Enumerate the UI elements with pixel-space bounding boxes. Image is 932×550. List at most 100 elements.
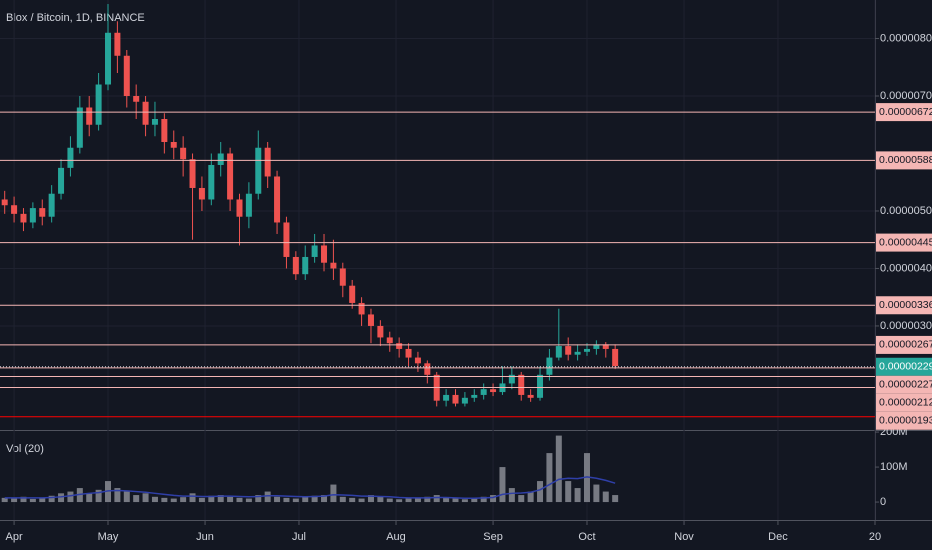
candle-body (490, 389, 497, 393)
volume-bar (574, 488, 581, 503)
candle-body (142, 101, 149, 125)
price-label-bg (876, 296, 932, 315)
volume-bar (490, 495, 497, 503)
candle-body (565, 346, 572, 355)
price-label: 0.00000193 (879, 415, 932, 427)
volume-bar (48, 495, 55, 503)
candle-body (443, 394, 450, 401)
volume-bar (518, 495, 525, 503)
volume-bar (527, 491, 534, 503)
candle-body (123, 55, 130, 97)
price-label: 0.00000212 (879, 397, 932, 409)
candle-body (461, 397, 468, 404)
candle-body (48, 193, 55, 217)
x-tick-label: Sep (483, 531, 503, 543)
volume-bar (67, 491, 74, 503)
volume-bar (283, 497, 290, 503)
volume-bar (20, 496, 27, 503)
candle-body (161, 118, 168, 142)
y-tick-label: 0.00000300 (880, 320, 932, 332)
candle-body (471, 394, 478, 398)
volume-bar (170, 498, 177, 503)
candle-body (86, 107, 93, 125)
price-label: 0.00000588 (879, 154, 932, 166)
volume-bar (142, 493, 149, 503)
candle-body (396, 343, 403, 349)
volume-bar (114, 488, 121, 503)
volume-bar (386, 498, 393, 503)
candle-body (574, 351, 581, 355)
candle-body (339, 268, 346, 286)
volume-bar (39, 498, 46, 503)
candle-body (302, 256, 309, 275)
volume-bar (593, 484, 600, 503)
candle-body (593, 344, 600, 349)
candle-body (367, 314, 374, 326)
volume-bar (367, 495, 374, 503)
volume-bar (236, 497, 243, 503)
candle-body (612, 348, 619, 367)
x-tick-label: May (98, 531, 119, 543)
volume-bar (405, 498, 412, 503)
candle-body (198, 187, 205, 200)
volume-ma-line (4, 476, 616, 499)
price-label-bg (876, 233, 932, 252)
price-label: 0.00000267 (879, 339, 932, 351)
volume-bar (471, 498, 478, 503)
x-tick-label: Jul (292, 531, 306, 543)
x-tick-label: Dec (768, 531, 788, 543)
candle-body (236, 199, 243, 217)
x-tick-label: Aug (386, 531, 406, 543)
candle-body (386, 337, 393, 344)
volume-bar (339, 496, 346, 503)
x-tick-label: Oct (578, 531, 595, 543)
candle-body (405, 348, 412, 358)
candle-body (330, 262, 337, 269)
x-tick-label: 20 (869, 531, 881, 543)
candle-body (527, 394, 534, 398)
price-label: 0.00000445 (879, 236, 932, 248)
price-label-bg (876, 411, 932, 430)
candle-body (583, 348, 590, 352)
volume-bar (151, 496, 158, 503)
candle-body (274, 176, 281, 223)
candle-body (255, 147, 262, 194)
price-label: 0.00000672 (879, 106, 932, 118)
volume-bar (180, 497, 187, 503)
volume-bar (264, 491, 271, 503)
candle-body (11, 205, 18, 214)
x-tick-label: Jun (196, 531, 214, 543)
volume-bar (217, 495, 224, 503)
volume-bar (227, 496, 234, 503)
volume-bar (95, 489, 102, 503)
volume-title: Vol (20) (6, 443, 44, 455)
price-label-bg (876, 335, 932, 354)
x-tick-label: Nov (674, 531, 694, 543)
volume-bar (414, 497, 421, 503)
price-label-bg (876, 393, 932, 412)
candle-body (414, 357, 421, 364)
volume-bar (302, 496, 309, 503)
price-label-bg (876, 357, 932, 376)
candle-body (311, 245, 318, 257)
candle-body (170, 141, 177, 148)
candle-body (95, 84, 102, 125)
volume-bar (292, 498, 299, 503)
candle-body (358, 302, 365, 315)
candle-body (602, 344, 609, 349)
candle-body (424, 363, 431, 375)
volume-bar (255, 495, 262, 503)
volume-bar (461, 499, 468, 503)
volume-tick-label: 0 (880, 496, 886, 508)
candle-body (245, 193, 252, 217)
candle-body (208, 164, 215, 200)
candle-body (114, 32, 121, 56)
volume-bar (198, 497, 205, 503)
volume-bar (321, 495, 328, 503)
candle-body (537, 374, 544, 398)
volume-bar (11, 498, 18, 503)
price-label-bg (876, 375, 932, 394)
